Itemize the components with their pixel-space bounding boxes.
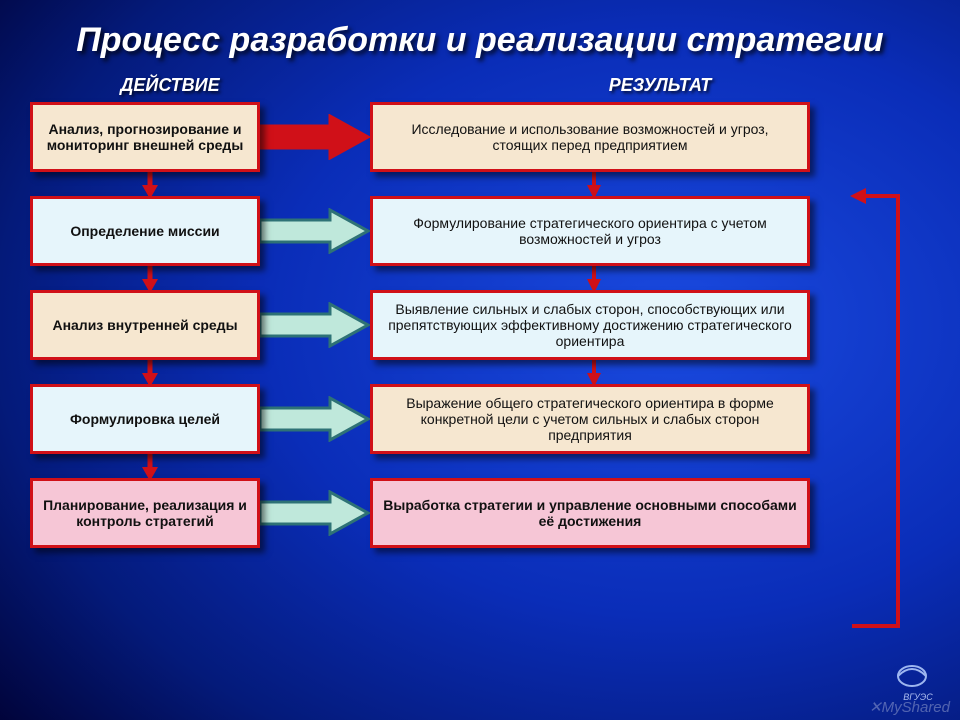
horizontal-arrow [260, 478, 370, 548]
vertical-arrow-left [140, 451, 160, 481]
vertical-arrow-right [585, 357, 603, 387]
action-box: Определение миссии [30, 196, 260, 266]
result-box: Выражение общего стратегического ориенти… [370, 384, 810, 454]
result-box: Выявление сильных и слабых сторон, спосо… [370, 290, 810, 360]
action-box: Анализ, прогнозирование и мониторинг вне… [30, 102, 260, 172]
result-box: Формулирование стратегического ориентира… [370, 196, 810, 266]
flow-row: Анализ внутренней среды Выявление сильны… [30, 290, 930, 360]
flow-row: Планирование, реализация и контроль стра… [30, 478, 930, 548]
action-box: Анализ внутренней среды [30, 290, 260, 360]
page-title: Процесс разработки и реализации стратеги… [30, 20, 930, 61]
vertical-arrow-left [140, 263, 160, 293]
vertical-arrow-right [585, 263, 603, 293]
feedback-arrow [848, 184, 912, 634]
flow-row: Определение миссии Формулирование страте… [30, 196, 930, 266]
flow-row: Анализ, прогнозирование и мониторинг вне… [30, 102, 930, 172]
vertical-arrow-left [140, 169, 160, 199]
action-box: Формулировка целей [30, 384, 260, 454]
result-box: Выработка стратегии и управление основны… [370, 478, 810, 548]
vertical-arrow-right [585, 169, 603, 199]
slide: Процесс разработки и реализации стратеги… [0, 0, 960, 720]
result-box: Исследование и использование возможносте… [370, 102, 810, 172]
column-header-action: ДЕЙСТВИЕ [30, 75, 310, 96]
flow-row: Формулировка целей Выражение общего стра… [30, 384, 930, 454]
action-box: Планирование, реализация и контроль стра… [30, 478, 260, 548]
vertical-arrow-left [140, 357, 160, 387]
horizontal-arrow [260, 196, 370, 266]
logo: ВГУЭС [890, 658, 946, 698]
horizontal-arrow [260, 102, 370, 172]
horizontal-arrow [260, 290, 370, 360]
horizontal-arrow [260, 384, 370, 454]
column-header-result: РЕЗУЛЬТАТ [310, 75, 930, 96]
column-headers: ДЕЙСТВИЕ РЕЗУЛЬТАТ [30, 75, 930, 96]
rows-container: Анализ, прогнозирование и мониторинг вне… [30, 102, 930, 548]
watermark: ✕MyShared [869, 698, 950, 716]
